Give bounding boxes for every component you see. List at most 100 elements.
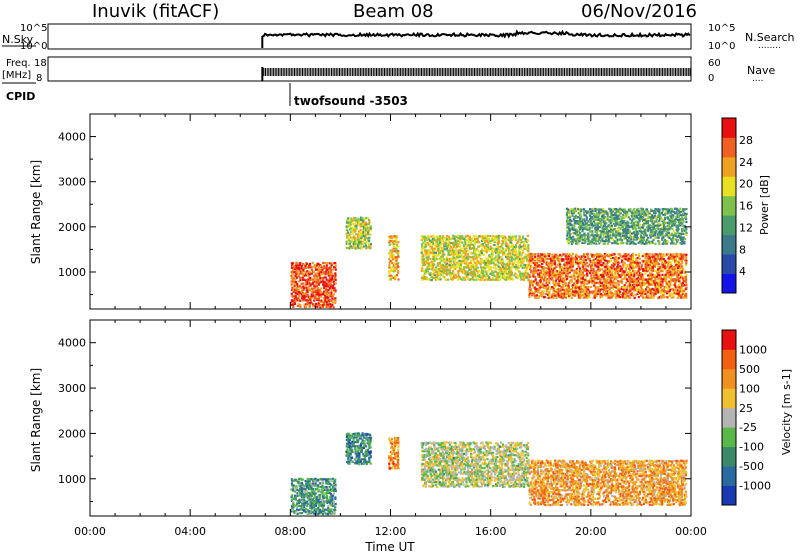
data-cell <box>510 268 513 271</box>
data-cell <box>395 274 399 277</box>
data-cell <box>672 216 675 219</box>
data-cell <box>659 257 663 260</box>
data-cell <box>488 254 491 257</box>
data-cell <box>638 268 641 271</box>
data-cell <box>295 272 298 275</box>
data-cell <box>395 241 398 244</box>
data-cell <box>569 223 572 227</box>
data-cell <box>634 211 637 214</box>
data-cell <box>549 268 553 271</box>
data-cell <box>603 242 606 245</box>
data-cell <box>620 274 623 277</box>
data-cell <box>675 263 678 266</box>
data-cell <box>521 237 524 240</box>
data-cell <box>470 274 473 277</box>
data-cell <box>302 488 305 491</box>
data-cell <box>346 242 350 245</box>
data-cell <box>666 216 669 219</box>
data-cell <box>366 237 369 240</box>
data-cell <box>591 224 594 227</box>
data-cell <box>430 262 433 265</box>
data-cell <box>566 207 569 210</box>
data-cell <box>518 235 521 238</box>
data-cell <box>475 266 478 269</box>
data-cell <box>659 253 663 256</box>
data-cell <box>440 264 443 267</box>
data-cell <box>548 257 551 260</box>
data-cell <box>549 277 552 280</box>
data-cell <box>477 241 481 244</box>
data-cell <box>454 263 457 266</box>
data-cell <box>504 249 508 252</box>
data-cell <box>469 267 472 271</box>
data-cell <box>614 284 618 287</box>
data-cell <box>581 236 584 239</box>
data-cell <box>662 213 665 217</box>
data-cell <box>676 218 680 221</box>
data-cell <box>458 241 461 244</box>
data-cell <box>420 251 423 254</box>
data-cell <box>423 237 426 240</box>
data-cell <box>573 272 576 275</box>
data-cell <box>673 256 676 259</box>
data-cell <box>640 242 643 245</box>
data-cell <box>489 259 492 263</box>
data-cell <box>530 271 533 274</box>
data-cell <box>568 294 571 297</box>
data-cell <box>427 256 430 259</box>
data-cell <box>584 294 587 297</box>
data-cell <box>672 220 675 223</box>
data-cell <box>358 247 361 250</box>
data-cell <box>324 297 327 300</box>
data-cell <box>611 242 614 245</box>
data-cell <box>648 272 651 275</box>
data-cell <box>534 279 537 282</box>
data-cell <box>607 267 611 270</box>
data-cell <box>389 235 392 238</box>
data-cell <box>637 280 640 283</box>
data-cell <box>651 279 654 282</box>
data-cell <box>596 238 600 241</box>
data-cell <box>587 265 590 268</box>
data-cell <box>443 270 446 273</box>
data-cell <box>553 292 556 295</box>
data-cell <box>642 296 645 299</box>
data-cell <box>579 267 582 270</box>
data-cell <box>388 274 391 277</box>
data-cell <box>576 294 579 297</box>
data-cell <box>676 235 679 238</box>
data-cell <box>500 256 503 259</box>
data-cell <box>354 237 357 240</box>
data-cell <box>524 274 527 277</box>
data-cell <box>334 301 337 305</box>
data-cell <box>314 264 317 267</box>
data-cell <box>324 261 327 265</box>
data-cell <box>449 266 452 269</box>
data-cell <box>528 292 532 295</box>
data-cell <box>443 237 446 240</box>
data-cell <box>528 261 531 264</box>
data-cell <box>503 276 506 279</box>
data-cell <box>327 301 330 304</box>
data-cell <box>676 224 679 227</box>
data-cell <box>523 266 526 269</box>
data-cell <box>635 261 639 264</box>
data-cell <box>538 294 541 297</box>
data-cell <box>606 214 609 217</box>
data-cell <box>446 268 449 271</box>
data-cell <box>601 281 604 284</box>
data-cell <box>571 263 575 266</box>
data-cell <box>470 270 473 273</box>
data-cell <box>659 283 663 286</box>
data-cell <box>291 299 295 302</box>
data-cell <box>433 259 436 262</box>
data-cell <box>623 208 626 211</box>
data-cell <box>495 267 498 270</box>
data-cell <box>297 509 300 512</box>
data-cell <box>641 261 644 264</box>
data-cell <box>317 301 320 305</box>
data-cell <box>591 267 594 270</box>
data-cell <box>474 251 477 254</box>
data-cell <box>673 232 677 235</box>
data-cell <box>599 288 602 291</box>
